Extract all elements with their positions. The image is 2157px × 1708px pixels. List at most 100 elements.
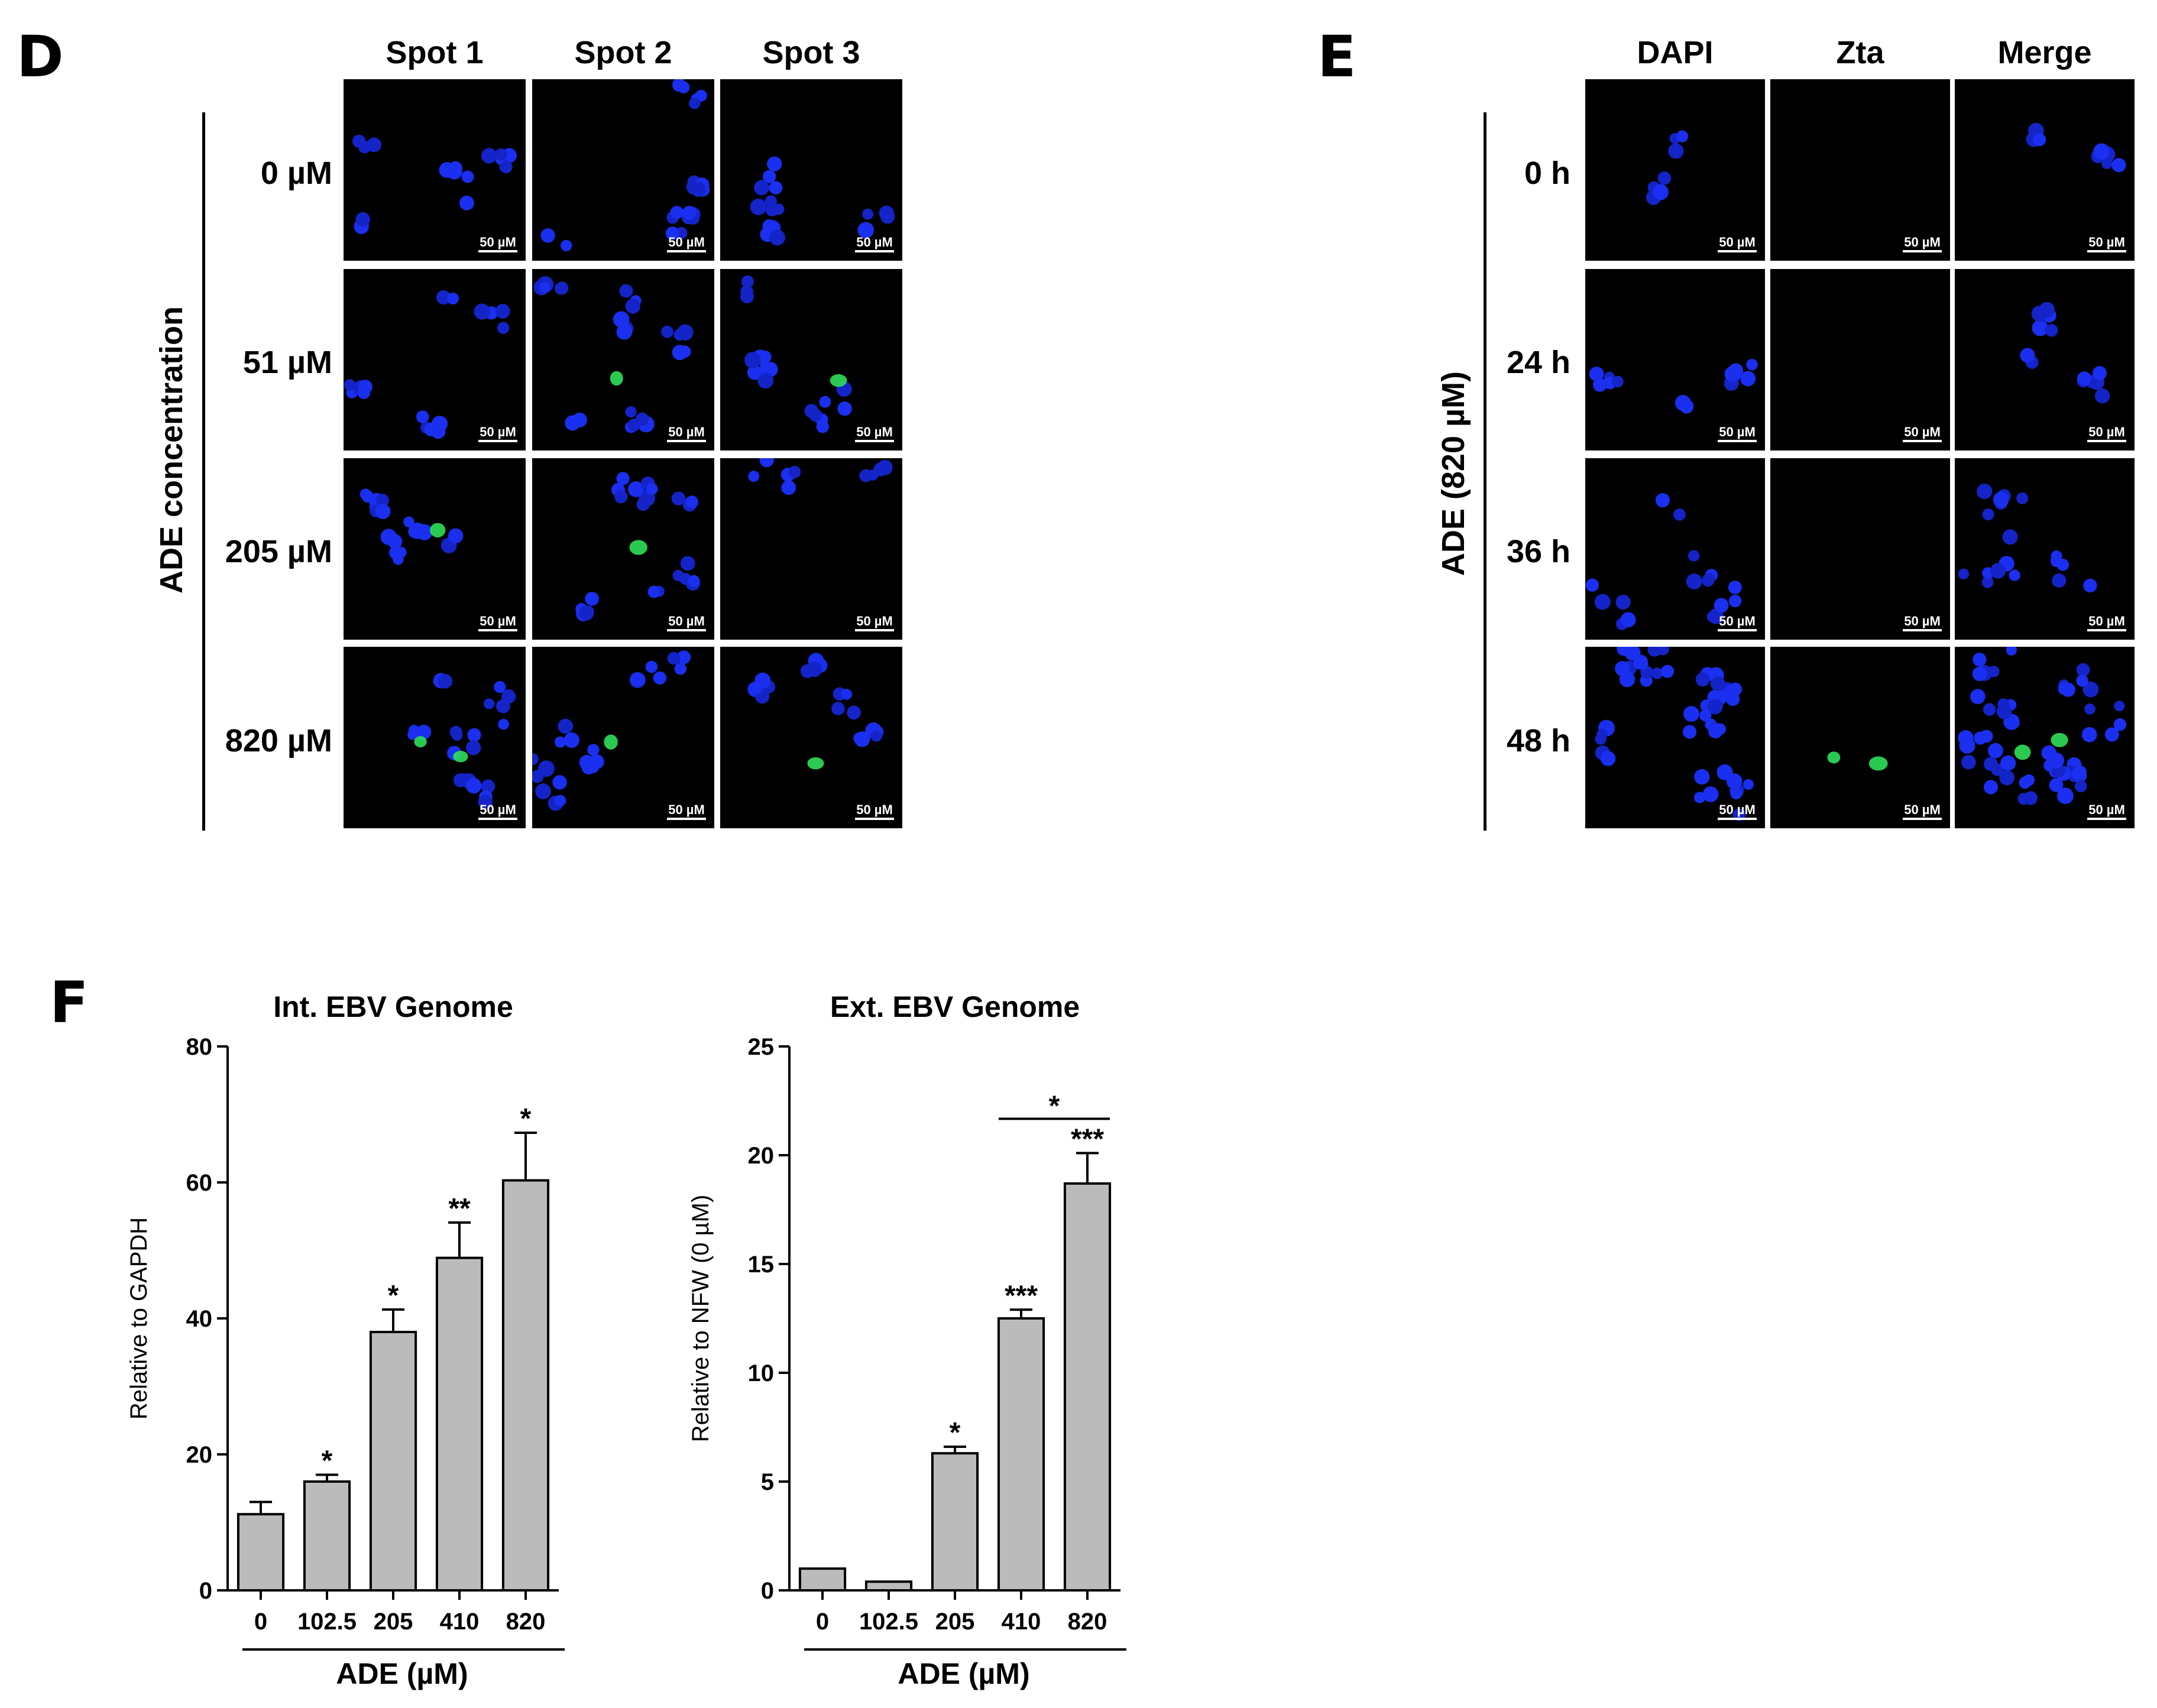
bar — [864, 1580, 913, 1592]
panel-e-micrograph-image: 50 µM — [1955, 79, 2135, 261]
scale-bar-label: 50 µM — [2088, 424, 2125, 439]
panel-e-micrograph: 50 µM — [1770, 458, 1950, 640]
y-tick-label: 5 — [761, 1469, 774, 1495]
panel-d-micrograph: 50 µM — [720, 79, 902, 261]
panel-d-micrograph: 50 µM — [720, 269, 902, 451]
panel-d-micrograph: 50 µM — [532, 647, 714, 828]
panel-d-micrograph-image: 50 µM — [532, 647, 714, 828]
panel-e-row-label: 0 h — [1524, 155, 1570, 191]
panel-d-row-label: 820 µM — [225, 723, 332, 759]
y-axis-label: Relative to NFW (0 µM) — [688, 1195, 714, 1443]
scale-bar-label: 50 µM — [1719, 424, 1756, 439]
panel-d-micrograph: 50 µM — [344, 647, 526, 828]
panel-f-letter: F — [50, 970, 89, 1036]
panel-d-micrograph-image: 50 µM — [720, 647, 902, 828]
panel-d-micrograph-image: 50 µM — [720, 79, 902, 261]
panel-d-micrograph-image: 50 µM — [344, 647, 526, 828]
panel-e-micrograph-image: 50 µM — [1585, 269, 1765, 451]
scale-bar-label: 50 µM — [668, 802, 705, 817]
scale-bar-label: 50 µM — [856, 614, 893, 628]
chart-int-ebv-genome-svg: Int. EBV Genome 0 20 40 60 80 Relative to GAPD… — [126, 990, 565, 1690]
panel-e-row-label: 36 h — [1506, 534, 1570, 569]
bar — [435, 1256, 484, 1592]
y-tick-label: 10 — [748, 1360, 775, 1386]
scale-bar-label: 50 µM — [668, 235, 705, 249]
panel-d-micrograph-image: 50 µM — [720, 458, 902, 640]
panel-e-letter: E — [1317, 24, 1356, 90]
y-tick-label: 25 — [748, 1034, 775, 1060]
bar — [931, 1452, 979, 1592]
scale-bar-label: 50 µM — [480, 614, 516, 628]
x-tick-label: 102.5 — [859, 1609, 918, 1635]
x-tick-label: 0 — [254, 1609, 267, 1635]
panel-e-micrograph-image: 50 µM — [1770, 269, 1950, 451]
panel-e-micrograph-image: 50 µM — [1770, 647, 1950, 828]
panel-e-micrograph: 50 µM — [1585, 269, 1765, 451]
scale-bar-label: 50 µM — [856, 802, 893, 817]
scale-bar-label: 50 µM — [2088, 235, 2125, 249]
panel-e-micrograph: 50 µM — [1585, 458, 1765, 640]
y-tick-label: 20 — [186, 1442, 213, 1468]
scale-bar-label: 50 µM — [1904, 802, 1941, 817]
y-tick-label: 0 — [761, 1578, 774, 1604]
scale-bar-label: 50 µM — [856, 235, 893, 249]
panel-e-micrograph-image: 50 µM — [1585, 79, 1765, 261]
y-axis-label: Relative to GAPDH — [126, 1217, 152, 1419]
panel-d-micrograph: 50 µM — [532, 458, 714, 640]
significance-label: * — [520, 1103, 532, 1135]
panel-e-micrograph: 50 µM — [1955, 269, 2135, 451]
panel-d-micrograph: 50 µM — [720, 647, 902, 828]
panel-d-micrograph-image: 50 µM — [344, 269, 526, 451]
scale-bar-label: 50 µM — [856, 424, 893, 439]
chart-int-ebv-genome: Int. EBV Genome 0 20 40 60 80 Relative to GAPD… — [112, 987, 627, 1703]
panel-d-micrograph-image: 50 µM — [532, 269, 714, 451]
panel-d-micrograph: 50 µM — [344, 458, 526, 640]
scale-bar-label: 50 µM — [2088, 614, 2125, 628]
panel-d-micrograph-image: 50 µM — [720, 269, 902, 451]
panel-d-micrograph-image: 50 µM — [532, 458, 714, 640]
scale-bar-label: 50 µM — [1719, 614, 1756, 628]
panel-d-micrograph-image: 50 µM — [344, 79, 526, 261]
panel-e-micrograph: 50 µM — [1585, 647, 1765, 828]
x-tick-label: 205 — [374, 1609, 413, 1635]
scale-bar-label: 50 µM — [480, 235, 516, 249]
panel-e-micrograph: 50 µM — [1770, 647, 1950, 828]
scale-bar-label: 50 µM — [668, 614, 705, 628]
panel-d-row-label: 0 µM — [260, 155, 332, 191]
significance-label: *** — [1005, 1280, 1038, 1311]
bar — [997, 1317, 1045, 1592]
y-tick-label: 80 — [186, 1034, 213, 1060]
y-tick-label: 60 — [186, 1170, 213, 1196]
panel-d-micrograph: 50 µM — [344, 269, 526, 451]
panel-e-micrograph: 50 µM — [1955, 458, 2135, 640]
panel-d-column-header: Spot 2 — [574, 35, 672, 70]
bar — [303, 1480, 351, 1592]
panel-e-micrograph-image: 50 µM — [1770, 79, 1950, 261]
bar — [501, 1179, 550, 1592]
scale-bar-label: 50 µM — [1904, 614, 1941, 628]
panel-e-micrograph-image: 50 µM — [1585, 458, 1765, 640]
panel-e-column-header: DAPI — [1637, 35, 1714, 70]
x-axis-label: ADE (µM) — [898, 1657, 1029, 1690]
x-axis-label: ADE (µM) — [336, 1657, 468, 1690]
panel-e-micrograph: 50 µM — [1955, 79, 2135, 261]
significance-label: * — [388, 1280, 399, 1311]
scale-bar-label: 50 µM — [480, 424, 516, 439]
panel-d-micrograph: 50 µM — [532, 79, 714, 261]
panel-d-micrograph: 50 µM — [720, 458, 902, 640]
panel-d-bracket-line — [202, 112, 205, 831]
panel-d-micrograph: 50 µM — [344, 79, 526, 261]
x-tick-label: 102.5 — [297, 1609, 357, 1635]
panel-d-column-header: Spot 3 — [762, 35, 860, 70]
bracket-significance-label: * — [1049, 1090, 1060, 1122]
significance-label: ** — [448, 1193, 471, 1224]
scale-bar-label: 50 µM — [668, 424, 705, 439]
y-tick-label: 40 — [186, 1306, 213, 1332]
bar — [369, 1331, 417, 1592]
panel-e-micrograph-image: 50 µM — [1955, 269, 2135, 451]
x-tick-label: 205 — [935, 1609, 975, 1635]
panel-e-micrograph: 50 µM — [1585, 79, 1765, 261]
panel-e-column-header: Merge — [1997, 35, 2092, 70]
significance-label: *** — [1071, 1123, 1104, 1155]
panel-d-side-label: ADE concentration — [154, 306, 189, 594]
